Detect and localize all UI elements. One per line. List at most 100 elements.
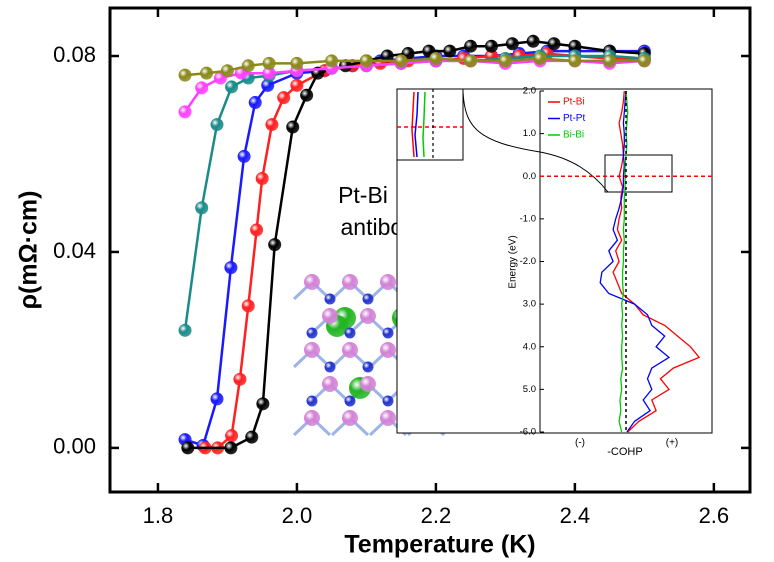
- y-tick-label: 0.04: [53, 238, 96, 263]
- data-point: [359, 54, 373, 68]
- zoom-box: [396, 88, 464, 161]
- inset-y-tick-label: 5.0: [523, 384, 536, 395]
- data-point: [443, 44, 457, 58]
- cohp-line: [612, 90, 701, 433]
- cohp-line: [599, 90, 671, 433]
- data-point: [265, 118, 279, 132]
- inset-y-tick-label: -6.0: [520, 427, 536, 438]
- inset-y-tick-label: -2.0: [520, 256, 536, 267]
- inset-zoom: [396, 88, 673, 193]
- data-point: [290, 78, 304, 92]
- inset-x-note: (-): [575, 438, 585, 449]
- zoom-region: [604, 154, 673, 193]
- main-plot: 1.8 2.0 2.2 2.4 2.6 0.00 0.04 0.08: [53, 8, 750, 528]
- data-point: [568, 39, 582, 53]
- annotation: Pt-Bi: [338, 182, 388, 208]
- data-point: [603, 54, 617, 68]
- data-point: [178, 105, 192, 119]
- data-point: [195, 81, 209, 95]
- bi-atom: [360, 308, 376, 324]
- pt-atom: [382, 395, 394, 407]
- data-point: [225, 429, 239, 443]
- data-point: [394, 54, 408, 68]
- series-line: [187, 40, 645, 450]
- data-point: [300, 88, 314, 102]
- data-point: [277, 91, 291, 105]
- data-point: [241, 299, 255, 313]
- data-point: [290, 56, 304, 70]
- data-point: [224, 261, 238, 275]
- inset-y-tick-label: 3.0: [523, 299, 536, 310]
- bi-atom: [322, 376, 338, 392]
- bi-atom: [360, 376, 376, 392]
- data-point: [256, 397, 270, 411]
- data-point: [339, 59, 353, 73]
- pt-atom: [344, 327, 356, 339]
- data-point: [248, 96, 262, 110]
- data-point: [380, 49, 394, 63]
- data-point: [568, 54, 582, 68]
- legend-label: Pt-Bi: [563, 97, 585, 108]
- y-tick-label: 0.00: [53, 434, 96, 459]
- data-point: [268, 238, 282, 252]
- x-tick-label: 2.2: [421, 503, 452, 528]
- data-point: [498, 54, 512, 68]
- bi-atom: [322, 308, 338, 324]
- data-point: [250, 223, 264, 237]
- bi-atom: [304, 342, 320, 358]
- data-point: [241, 59, 255, 73]
- data-point: [526, 34, 540, 48]
- inset-y-tick-label: 1.0: [523, 128, 536, 139]
- zoom-curve: [422, 91, 426, 158]
- x-tick-label: 2.4: [560, 503, 591, 528]
- bi-atom: [304, 274, 320, 290]
- data-point: [286, 120, 300, 134]
- x-axis-title: Temperature (K): [344, 531, 535, 559]
- x-tick-label: 2.0: [282, 503, 313, 528]
- pt-atom: [306, 327, 318, 339]
- inset-plot: 2.0 1.0 0.0 -1.0 -2.0 3.0 4.0 5.0 -6.0 Pt-Bi Pt-Pt…: [520, 86, 712, 438]
- data-point: [181, 441, 195, 455]
- pt-atom: [362, 293, 374, 305]
- data-point: [325, 54, 339, 68]
- legend-label: Bi-Bi: [563, 130, 584, 141]
- x-tick-label: 1.8: [143, 503, 174, 528]
- data-point: [464, 39, 478, 53]
- data-point: [547, 37, 561, 51]
- data-point: [429, 51, 443, 65]
- data-point: [505, 37, 519, 51]
- zoom-curve: [411, 91, 415, 158]
- data-point: [262, 56, 276, 70]
- data-point: [255, 171, 269, 185]
- data-point: [233, 372, 247, 386]
- inset-y-tick-label: 2.0: [523, 86, 536, 97]
- inset-y-tick-label: -1.0: [520, 213, 536, 224]
- inset-x-note: (+): [666, 438, 679, 449]
- series-line: [184, 57, 645, 77]
- pt-atom: [362, 361, 374, 373]
- plot-frame: [108, 6, 752, 494]
- pt-atom: [382, 327, 394, 339]
- zoom-curve: [414, 91, 419, 158]
- data-point: [261, 78, 275, 92]
- bi-atom: [380, 342, 396, 358]
- data-point: [245, 430, 259, 444]
- data-point: [464, 54, 478, 68]
- bi-atom: [342, 342, 358, 358]
- pt-atom: [324, 293, 336, 305]
- inset-y-tick-label: 0.0: [523, 171, 536, 182]
- pt-atom: [324, 361, 336, 373]
- bi-atom: [342, 410, 358, 426]
- y-axis-title: ρ(mΩ·cm): [15, 191, 43, 310]
- bi-atom: [380, 410, 396, 426]
- data-point: [178, 323, 192, 337]
- data-point: [210, 392, 224, 406]
- data-point: [225, 80, 239, 94]
- pt-atom: [306, 395, 318, 407]
- inset-y-tick-label: 4.0: [523, 341, 536, 352]
- data-point: [224, 441, 238, 455]
- pt-atom: [344, 395, 356, 407]
- data-point: [195, 201, 209, 215]
- data-point: [237, 149, 251, 163]
